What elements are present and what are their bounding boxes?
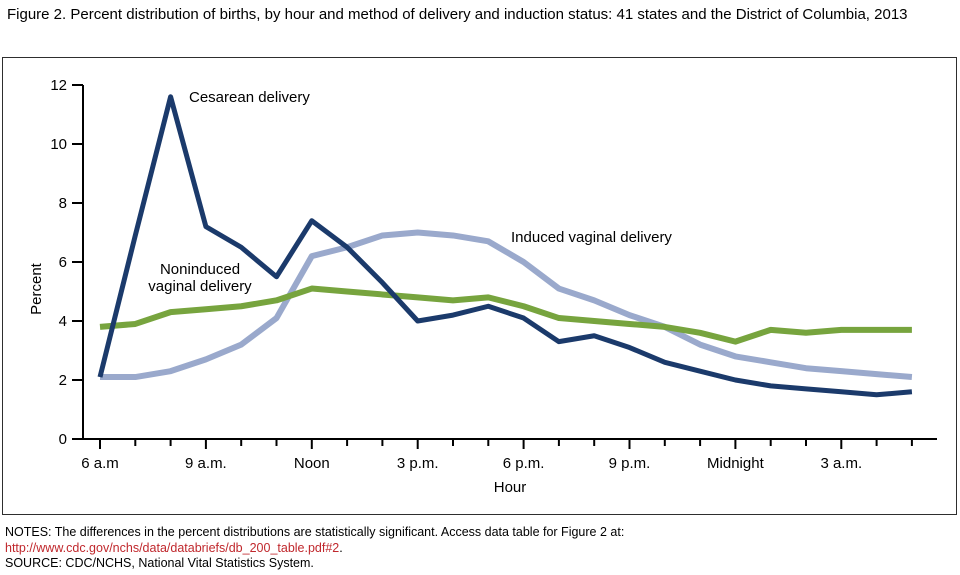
figure-title: Figure 2. Percent distribution of births…	[7, 6, 908, 23]
svg-text:10: 10	[50, 136, 67, 153]
svg-text:3 a.m.: 3 a.m.	[820, 455, 862, 472]
data-table-link[interactable]: http://www.cdc.gov/nchs/data/databriefs/…	[5, 540, 340, 555]
notes-link-period: .	[339, 540, 343, 555]
svg-text:6 p.m.: 6 p.m.	[503, 455, 545, 472]
notes-line: NOTES: The differences in the percent di…	[5, 525, 625, 539]
series-label-cesarean: Cesarean delivery	[189, 89, 310, 106]
figure-notes: NOTES: The differences in the percent di…	[5, 525, 624, 572]
svg-text:Noon: Noon	[294, 455, 330, 472]
line-cesarean-delivery	[97, 94, 913, 398]
series-label-noninduced-line2: vaginal delivery	[148, 278, 252, 295]
svg-text:12: 12	[50, 77, 67, 94]
series-label-noninduced: Noninduced vaginal delivery	[129, 261, 271, 295]
svg-text:9 p.m.: 9 p.m.	[609, 455, 651, 472]
chart-canvas: 0 2 4 6 8 10 12 6 a.m 9 a.m. Noon 3 p.m. 6 p.m. 9 p.…	[28, 77, 937, 496]
svg-text:9 a.m.: 9 a.m.	[185, 455, 227, 472]
line-noninduced-vaginal-delivery	[99, 285, 912, 345]
svg-text:2: 2	[59, 372, 67, 389]
svg-text:Percent: Percent	[28, 262, 45, 315]
series-label-noninduced-line1: Noninduced	[159, 261, 241, 278]
svg-text:0: 0	[59, 431, 67, 448]
source-line: SOURCE: CDC/NCHS, National Vital Statist…	[5, 556, 314, 570]
series-label-induced: Induced vaginal delivery	[511, 229, 672, 246]
svg-text:6 a.m: 6 a.m	[81, 455, 119, 472]
svg-text:Hour: Hour	[494, 479, 527, 496]
svg-text:3 p.m.: 3 p.m.	[397, 455, 439, 472]
svg-text:Midnight: Midnight	[707, 455, 765, 472]
svg-text:6: 6	[59, 254, 67, 271]
svg-text:4: 4	[59, 313, 67, 330]
svg-text:8: 8	[59, 195, 67, 212]
chart-box: 0 2 4 6 8 10 12 6 a.m 9 a.m. Noon 3 p.m. 6 p.m. 9 p.…	[2, 57, 957, 515]
line-induced-vaginal-delivery	[100, 229, 913, 381]
